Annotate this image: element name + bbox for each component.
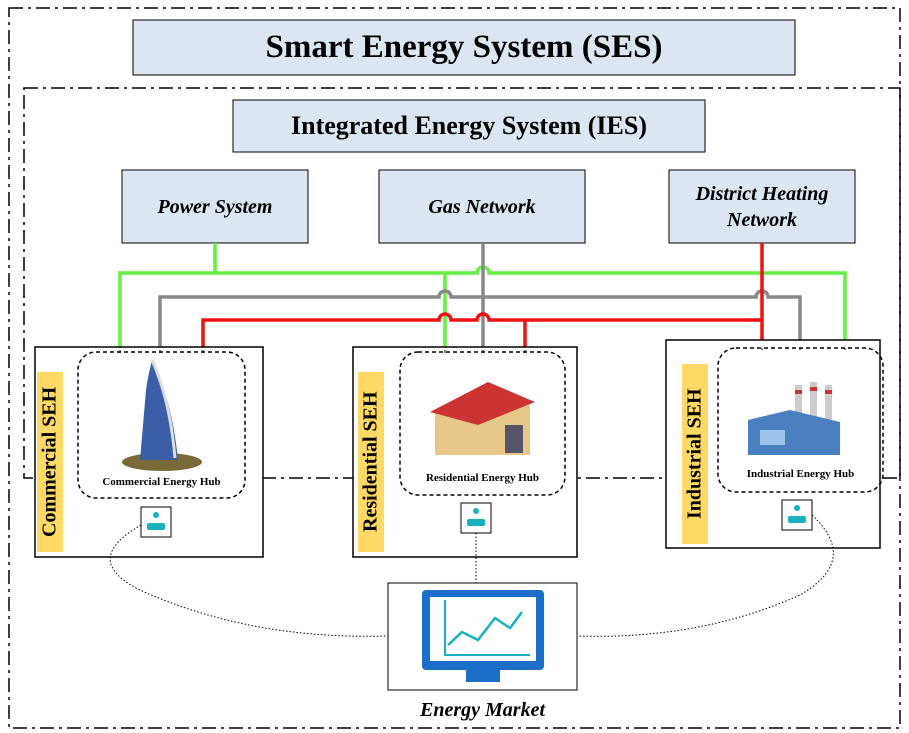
market-label: Energy Market xyxy=(388,696,577,724)
hub-caption: Industrial Energy Hub xyxy=(718,466,883,482)
title: Smart Energy System (SES) xyxy=(133,20,795,75)
monitor-icon xyxy=(422,590,544,682)
hub-caption: Residential Energy Hub xyxy=(400,470,565,486)
gas-lines xyxy=(160,243,800,350)
hub-label: Residential SEH xyxy=(358,372,384,552)
network-label: Power System xyxy=(122,170,308,243)
hub-label: Commercial SEH xyxy=(37,372,63,552)
network-label: District Heating Network xyxy=(679,170,845,243)
hub-label: Industrial SEH xyxy=(682,364,708,544)
diagram: Smart Energy System (SES) Integrated Ene… xyxy=(0,0,909,733)
hub-caption: Commercial Energy Hub xyxy=(78,474,245,490)
network-label: Gas Network xyxy=(379,170,585,243)
subtitle: Integrated Energy System (IES) xyxy=(233,100,705,152)
